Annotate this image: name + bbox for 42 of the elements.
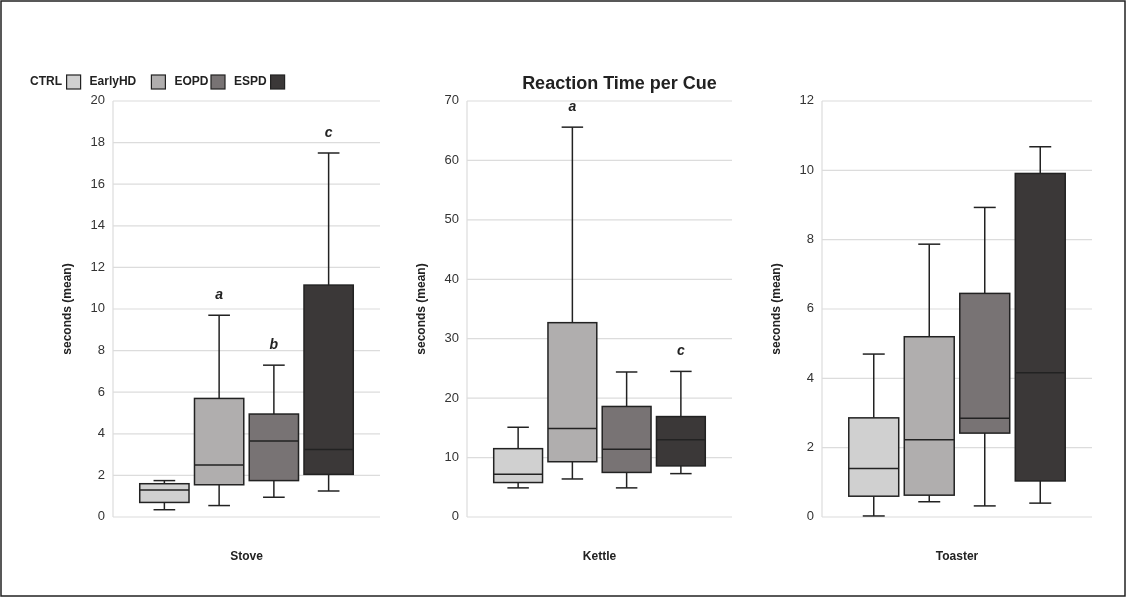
- annotation: c: [324, 123, 333, 140]
- y-tick-label: 2: [97, 466, 105, 482]
- y-tick-label: 18: [90, 134, 105, 150]
- y-tick-label: 2: [806, 439, 814, 455]
- y-tick-label: 8: [806, 231, 814, 247]
- legend-label: EOPD: [174, 74, 209, 89]
- legend-label: CTRL: [30, 74, 62, 89]
- y-axis-title: seconds (mean): [414, 263, 429, 355]
- x-axis-title: Stove: [230, 549, 264, 564]
- y-tick-label: 4: [97, 425, 105, 441]
- y-tick-label: 50: [444, 211, 459, 227]
- y-tick-label: 20: [90, 92, 105, 108]
- x-axis-title: Kettle: [582, 549, 617, 564]
- annotation: b: [269, 335, 279, 352]
- y-tick-label: 20: [444, 389, 459, 405]
- y-tick-label: 4: [806, 369, 814, 385]
- y-tick-label: 30: [444, 330, 459, 346]
- annotation: c: [676, 342, 685, 359]
- y-tick-label: 16: [90, 175, 105, 191]
- x-axis-title: Toaster: [935, 549, 979, 564]
- y-tick-label: 40: [444, 270, 459, 286]
- legend-label: EarlyHD: [89, 74, 137, 89]
- y-tick-label: 12: [90, 258, 105, 274]
- chart-title: Reaction Time per Cue: [522, 72, 717, 93]
- y-tick-label: 8: [97, 342, 105, 358]
- annotation: a: [568, 97, 577, 114]
- annotation: a: [215, 285, 224, 302]
- y-tick-label: 12: [799, 92, 814, 108]
- y-tick-label: 10: [444, 449, 459, 465]
- y-tick-label: 6: [806, 300, 814, 316]
- y-tick-label: 0: [451, 508, 459, 524]
- y-tick-label: 60: [444, 151, 459, 167]
- y-tick-label: 70: [444, 92, 459, 108]
- legend-label: ESPD: [234, 74, 268, 89]
- y-axis-title: seconds (mean): [60, 263, 75, 355]
- y-tick-label: 6: [97, 383, 105, 399]
- y-tick-label: 10: [799, 161, 814, 177]
- y-tick-label: 14: [90, 217, 105, 233]
- y-axis-title: seconds (mean): [769, 263, 784, 355]
- y-tick-label: 0: [806, 508, 814, 524]
- y-tick-label: 10: [90, 300, 105, 316]
- y-tick-label: 0: [97, 508, 105, 524]
